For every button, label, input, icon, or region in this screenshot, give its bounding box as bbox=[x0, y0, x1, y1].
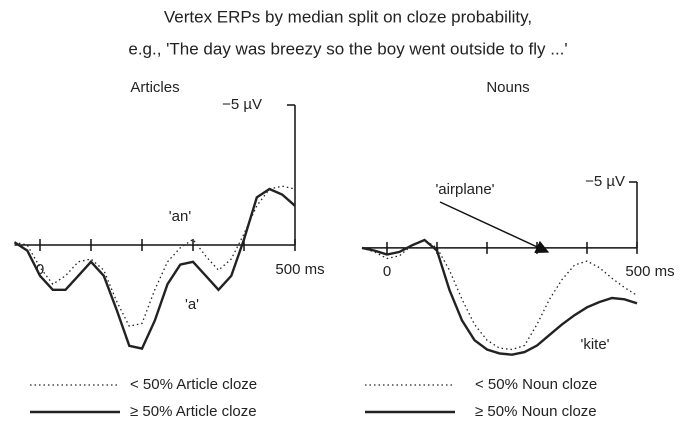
legend-label: ≥ 50% Noun cloze bbox=[475, 403, 597, 420]
legend-label: < 50% Article cloze bbox=[130, 376, 257, 393]
arrow bbox=[439, 201, 550, 254]
erp-line bbox=[13, 187, 296, 350]
y-tick-label: −5 µV bbox=[585, 173, 625, 190]
legend-label: ≥ 50% Article cloze bbox=[130, 403, 257, 420]
x-tick-label: 0 bbox=[383, 263, 391, 280]
annotation: 'airplane' bbox=[435, 181, 494, 198]
legend-label: < 50% Noun cloze bbox=[475, 376, 597, 393]
subtitle: e.g., 'The day was breezy so the boy wen… bbox=[128, 39, 567, 58]
erp-line bbox=[14, 185, 296, 327]
annotation: 'an' bbox=[169, 208, 192, 225]
title: Vertex ERPs by median split on cloze pro… bbox=[164, 7, 532, 26]
x-tick-label: 0 bbox=[36, 261, 44, 278]
annotation: 'a' bbox=[185, 296, 199, 313]
panel-title: Nouns bbox=[486, 79, 529, 96]
erp-line bbox=[361, 239, 638, 351]
annotation: 'kite' bbox=[580, 336, 609, 353]
x-tick-label: 500 ms bbox=[625, 263, 674, 280]
erp-line bbox=[361, 238, 638, 356]
y-tick-label: −5 µV bbox=[222, 96, 262, 113]
panel-title: Articles bbox=[130, 79, 179, 96]
x-tick-label: 500 ms bbox=[275, 261, 324, 278]
